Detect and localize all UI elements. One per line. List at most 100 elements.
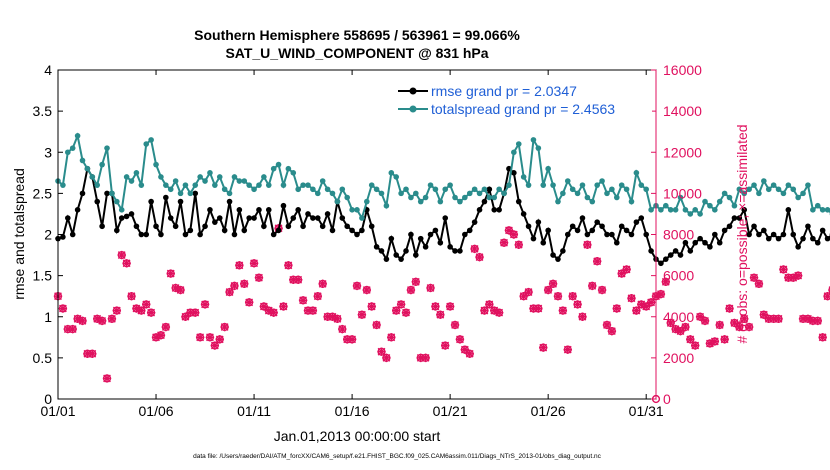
rmse-point [79,190,86,197]
spread-point [471,186,478,193]
rmse-point [560,248,566,254]
obs-count-series [53,224,830,404]
spread-point [354,207,360,213]
x-tick-label: 01/01 [40,403,75,419]
y-left-tick-label: 1.5 [33,268,53,284]
spread-point [545,165,551,172]
obs-assimilated-point [156,331,166,340]
rmse-point [569,223,576,230]
spread-point [221,186,228,193]
rmse-point [721,227,728,234]
rmse-point [751,223,757,230]
spread-point [69,145,76,151]
spread-point [295,186,301,193]
rmse-point [270,231,277,238]
rmse-point [442,215,449,221]
obs-assimilated-point [661,277,671,286]
spread-point [290,170,297,176]
rmse-point [393,252,400,258]
obs-assimilated-point [352,281,362,291]
rmse-point [349,227,355,234]
spread-point [530,137,537,143]
obs-assimilated-point [58,304,68,313]
rmse-point [280,202,287,209]
rmse-point [471,219,478,225]
rmse-point [761,227,767,234]
spread-point [515,141,522,147]
rmse-point [69,231,76,238]
spread-point [114,198,120,205]
obs-assimilated-point [396,300,406,309]
obs-assimilated-point [146,308,156,317]
rmse-point [545,227,551,234]
rmse-point [447,244,453,250]
chart-subtitle: SAT_U_WIND_COMPONENT @ 831 hPa [225,45,488,61]
obs-assimilated-point [641,302,651,311]
spread-point [192,182,199,188]
rmse-point [427,231,434,238]
rmse-point [398,256,404,262]
obs-assimilated-point [818,333,827,342]
obs-assimilated-point [338,324,347,334]
obs-assimilated-point [656,289,666,299]
rmse-point [310,215,316,221]
obs-assimilated-point [465,349,474,358]
spread-point [579,182,586,188]
rmse-point [359,227,365,234]
x-tick-label: 01/26 [531,403,566,419]
spread-point [805,182,811,188]
line-series [55,132,830,267]
obs-assimilated-point [808,316,818,326]
rmse-point [584,231,591,238]
x-axis-label: Jan.01,2013 00:00:00 start [274,428,441,444]
spread-point [324,186,331,193]
spread-point [388,170,395,176]
obs-assimilated-point [392,306,401,315]
spread-point [310,186,316,193]
spread-point [525,182,532,188]
spread-point [677,194,684,201]
obs-assimilated-point [558,306,568,315]
rmse-point [599,223,605,230]
obs-assimilated-point [784,273,793,282]
obs-assimilated-point [715,320,724,330]
rmse-point [712,231,718,238]
obs-assimilated-point [293,275,303,284]
obs-assimilated-point [749,273,759,282]
spread-point [765,186,772,193]
obs-assimilated-point [607,326,617,336]
rmse-point [378,248,385,254]
obs-assimilated-point [666,318,675,328]
rmse-point [153,223,159,230]
rmse-point [329,227,336,234]
rmse-point [354,231,360,238]
spread-point [364,198,370,205]
rmse-point [251,215,257,221]
rmse-point [177,198,184,205]
spread-point [261,174,267,180]
rmse-point [192,190,199,197]
obs-assimilated-point [289,275,298,284]
rmse-point [246,215,252,221]
rmse-point [221,227,228,234]
spread-point [633,170,640,176]
spread-point [506,182,512,188]
obs-assimilated-point [411,277,421,286]
rmse-point [261,223,267,230]
spread-point [413,190,419,197]
rmse-point [564,231,571,238]
obs-assimilated-point [333,314,342,324]
rmse-point [74,207,81,213]
spread-point [123,174,130,180]
obs-assimilated-point [534,304,543,313]
spread-point [128,178,135,184]
obs-assimilated-point [646,298,656,307]
rmse-point [285,223,292,230]
spread-point [94,182,101,188]
obs-assimilated-point [793,271,803,280]
obs-assimilated-point [377,347,386,356]
rmse-point [167,215,174,221]
spread-point [599,178,605,184]
spread-point [408,194,414,201]
